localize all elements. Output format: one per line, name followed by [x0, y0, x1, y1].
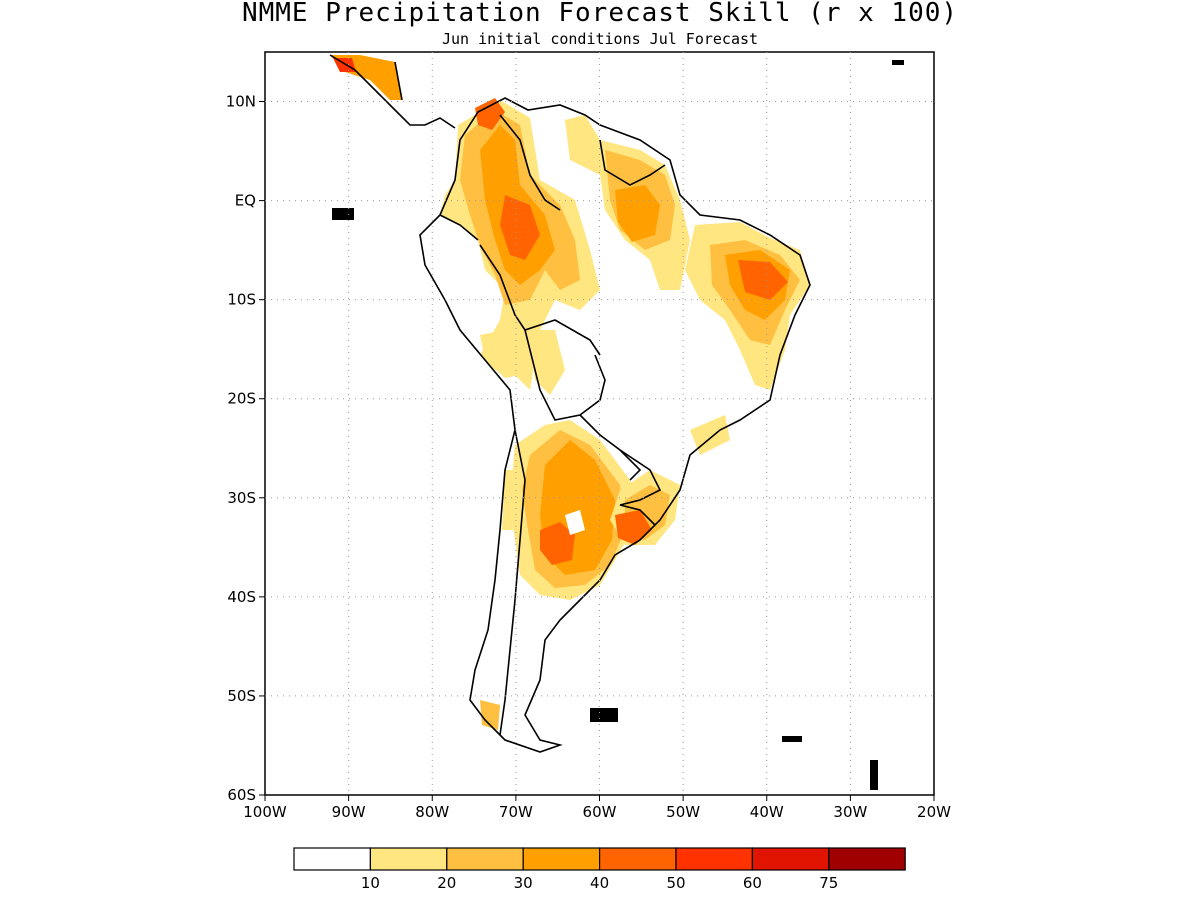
colorbar-label: 30: [514, 874, 533, 892]
lon-tick-label: 80W: [415, 803, 449, 821]
skill-region-nebrazil-core: [738, 260, 788, 300]
coastlines: [329, 54, 811, 753]
lon-tick-label: 90W: [332, 803, 366, 821]
skill-shading: [330, 55, 810, 730]
lat-tick-label: 20S: [227, 390, 256, 408]
border-colombia-venezuela: [499, 114, 561, 211]
skill-region-peru: [480, 330, 520, 378]
skill-region-arg-hole: [565, 510, 585, 535]
map-subtitle: Jun initial conditions Jul Forecast: [441, 30, 759, 48]
colorbar-swatch: [675, 847, 754, 871]
skill-region-nw-core: [500, 195, 540, 260]
border-uruguay: [619, 504, 656, 526]
colorbar-swatch: [598, 847, 677, 871]
colorbar-swatch: [828, 847, 906, 871]
border-argentina-chile: [499, 429, 526, 736]
colorbar-label: 40: [590, 874, 609, 892]
lat-tick-label: 10S: [227, 291, 256, 309]
colorbar-swatch: [293, 847, 372, 871]
colorbar-swatch: [369, 847, 448, 871]
colorbar-swatch: [522, 847, 601, 871]
colorbar-label: 10: [361, 874, 380, 892]
latitude-tick-labels: 10N EQ 10S 20S 30S 40S 50S 60S: [226, 93, 265, 804]
lat-tick-label: 30S: [227, 489, 256, 507]
border-ecuador: [439, 214, 479, 241]
skill-region-arg-core: [540, 522, 575, 565]
map-title: NMME Precipitation Forecast Skill (r x 1…: [241, 0, 959, 28]
south-georgia-island: [782, 736, 802, 742]
skill-region-eamazon-inner: [615, 185, 660, 242]
islands: [332, 60, 904, 790]
atlantic-island-ne: [892, 60, 904, 65]
lon-tick-label: 100W: [243, 803, 287, 821]
colorbar-label: 75: [819, 874, 838, 892]
colorbar-label: 60: [743, 874, 762, 892]
longitude-tick-labels: 100W 90W 80W 70W 60W 50W 40W 30W 20W: [243, 795, 951, 821]
skill-region-patagonia: [480, 700, 500, 730]
skill-region-nw-core2: [475, 98, 505, 130]
lon-tick-label: 30W: [833, 803, 867, 821]
south-america-coastline: [419, 97, 811, 753]
lat-tick-label: 60S: [227, 786, 256, 804]
border-guianas: [599, 139, 666, 186]
lat-tick-label: 40S: [227, 588, 256, 606]
colorbar-label: 20: [437, 874, 456, 892]
skill-region-central-america-core: [333, 58, 356, 72]
colorbar-label: 50: [666, 874, 685, 892]
colorbar-swatch: [446, 847, 524, 871]
lat-tick-label: 50S: [227, 687, 256, 705]
lat-tick-label: 10N: [226, 93, 256, 111]
border-argentina-brazil: [619, 449, 662, 506]
lon-tick-label: 60W: [583, 803, 617, 821]
central-america-coastline: [329, 54, 456, 129]
skill-region-east-coast: [690, 415, 730, 455]
falkland-islands: [590, 708, 618, 722]
atlantic-island-se: [870, 760, 878, 790]
lon-tick-label: 70W: [499, 803, 533, 821]
lon-tick-label: 20W: [917, 803, 951, 821]
colorbar-labels: 10 20 30 40 50 60 75: [361, 874, 838, 892]
colorbar: [293, 847, 906, 871]
skill-region-bolivia: [530, 330, 565, 395]
galapagos-islands: [332, 208, 354, 220]
colorbar-swatch: [751, 847, 830, 871]
lat-tick-label: EQ: [235, 192, 256, 210]
lon-tick-label: 50W: [666, 803, 700, 821]
caribbean-coastline: [394, 61, 403, 101]
lon-tick-label: 40W: [750, 803, 784, 821]
